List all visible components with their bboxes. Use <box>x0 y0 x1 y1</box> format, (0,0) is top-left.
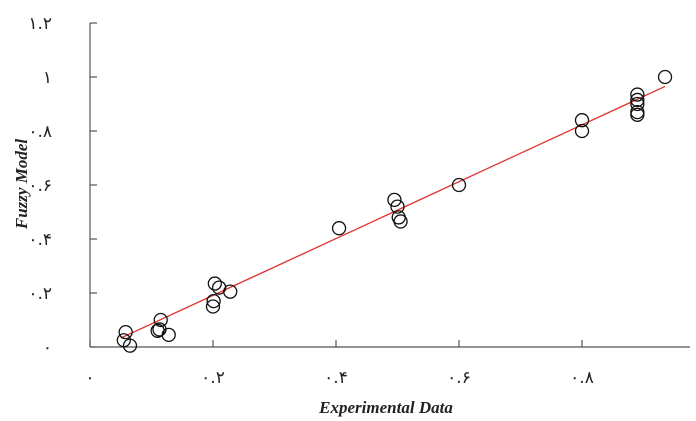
y-tick-label: ۱.۲ <box>28 14 52 34</box>
data-point <box>630 92 645 108</box>
y-tick-label: ۱ <box>43 68 52 88</box>
data-point <box>387 192 402 208</box>
x-tick-label: ۰.۴ <box>324 368 348 388</box>
x-tick-label: ۰.۶ <box>447 368 471 388</box>
fit-line <box>120 85 666 339</box>
data-points <box>116 69 673 353</box>
data-point <box>331 221 347 236</box>
data-point <box>122 338 138 353</box>
data-point <box>205 299 221 314</box>
y-axis-label: Fuzzy Model <box>12 139 31 230</box>
data-point <box>153 312 168 328</box>
data-point <box>574 123 590 139</box>
data-point <box>118 324 133 340</box>
data-point <box>630 96 645 112</box>
x-tick-label: ۰.۸ <box>570 368 594 388</box>
y-tick-label: ۰ <box>43 338 52 358</box>
data-point <box>206 293 221 309</box>
data-point <box>630 87 645 102</box>
y-tick-label: ۰.۶ <box>28 176 52 196</box>
data-point <box>574 113 590 128</box>
data-point <box>451 177 467 193</box>
y-axis-ticks: ۰ ۰.۲ ۰.۴ ۰.۶ ۰.۸ ۱ ۱.۲ <box>28 14 97 358</box>
x-axis-label: Experimental Data <box>318 398 453 417</box>
plot-area: ۰ ۰.۲ ۰.۴ ۰.۶ ۰.۸ ۱ ۱.۲ ۰ ۰.۲ ۰.۴ ۰.۶ ۰.۸ <box>28 14 690 388</box>
x-tick-label: ۰.۲ <box>201 368 225 388</box>
data-point <box>161 327 176 343</box>
data-point <box>657 69 673 85</box>
y-tick-label: ۰.۴ <box>28 230 52 250</box>
x-axis-ticks: ۰ ۰.۲ ۰.۴ ۰.۶ ۰.۸ <box>85 340 594 388</box>
data-point <box>630 104 645 120</box>
data-point <box>223 284 238 299</box>
data-point <box>207 276 222 291</box>
x-tick-label: ۰ <box>85 368 94 388</box>
y-tick-label: ۰.۸ <box>28 122 52 142</box>
data-point <box>393 214 408 229</box>
y-tick-label: ۰.۲ <box>28 284 52 304</box>
data-point <box>390 199 405 214</box>
